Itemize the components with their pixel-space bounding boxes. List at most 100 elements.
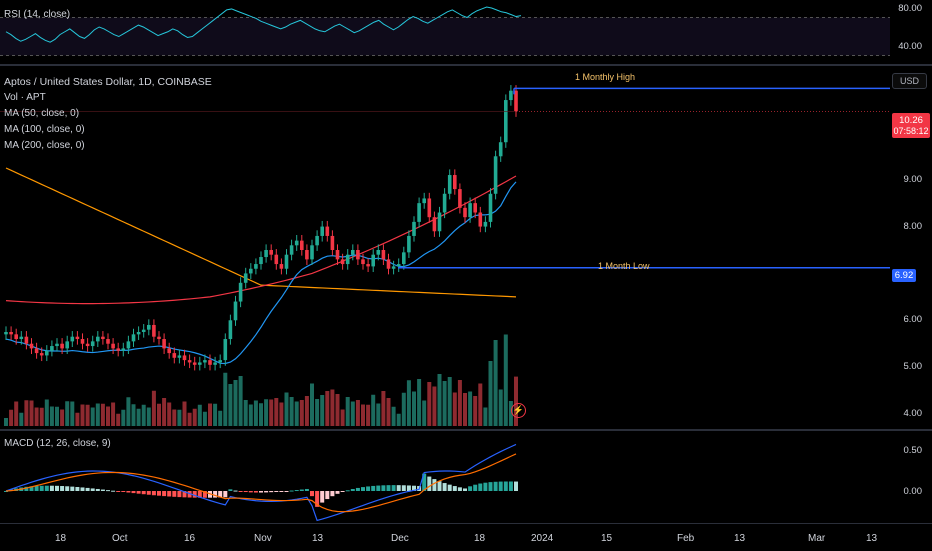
macd-histogram-bar xyxy=(172,491,177,497)
macd-histogram-bar xyxy=(75,487,80,491)
candle-body xyxy=(498,142,503,157)
volume-bar xyxy=(457,380,462,426)
pane-separator[interactable] xyxy=(0,429,932,431)
candle-body xyxy=(243,273,248,283)
volume-bar xyxy=(90,407,95,426)
rsi-axis[interactable]: 80.00 40.00 xyxy=(890,0,932,64)
macd-histogram-bar xyxy=(116,491,121,492)
price-pane[interactable]: Aptos / United States Dollar, 1D, COINBA… xyxy=(0,66,890,429)
macd-histogram-bar xyxy=(427,476,432,491)
macd-histogram-bar xyxy=(228,489,233,491)
volume-bar xyxy=(391,406,396,426)
x-label: Feb xyxy=(677,533,695,544)
candle-body xyxy=(351,250,355,255)
volume-bar xyxy=(269,399,274,426)
macd-histogram-bar xyxy=(432,479,437,491)
volume-bar xyxy=(187,412,192,426)
month-low-tag: 6.92 xyxy=(892,269,916,282)
candle-body xyxy=(381,250,386,260)
macd-histogram-bar xyxy=(447,484,452,491)
volume-bar xyxy=(197,404,202,426)
volume-bar xyxy=(70,401,75,426)
x-label: 13 xyxy=(734,533,746,544)
macd-pane[interactable]: MACD (12, 26, close, 9) xyxy=(0,431,890,523)
x-label: 13 xyxy=(312,533,324,544)
price-tick-6: 6.00 xyxy=(903,314,923,325)
macd-histogram-bar xyxy=(90,488,95,491)
macd-histogram-bar xyxy=(315,491,320,507)
price-axis[interactable]: USD 10.26 07:58:12 6.92 9.00 8.00 6.00 5… xyxy=(890,66,932,429)
macd-histogram-bar xyxy=(49,485,54,491)
candle-body xyxy=(167,348,171,354)
x-label: Oct xyxy=(112,533,128,544)
candle-body xyxy=(453,175,457,190)
price-tick-9: 9.00 xyxy=(903,174,923,185)
candle-body xyxy=(19,336,24,340)
volume-bar xyxy=(508,401,513,426)
monthly-high-label: 1 Monthly High xyxy=(575,72,636,82)
macd-histogram-bar xyxy=(223,491,228,498)
flash-icon[interactable]: ⚡ xyxy=(511,403,526,418)
pane-separator[interactable] xyxy=(0,64,932,66)
rsi-tick-80: 80.00 xyxy=(898,3,922,14)
candle-body xyxy=(483,221,488,227)
macd-histogram-bar xyxy=(473,484,478,491)
volume-bar xyxy=(417,379,422,426)
candle-body xyxy=(192,362,197,365)
macd-histogram-bar xyxy=(396,485,401,491)
volume-bar xyxy=(202,411,207,426)
ma100-line xyxy=(5,175,517,305)
volume-bar xyxy=(274,398,279,426)
macd-histogram-bar xyxy=(106,490,110,492)
volume-bar xyxy=(442,381,447,426)
volume-bar xyxy=(95,403,100,426)
candle-body xyxy=(468,203,472,218)
macd-histogram-bar xyxy=(100,489,105,491)
x-label: Dec xyxy=(391,533,409,544)
macd-histogram-bar xyxy=(126,491,131,493)
volume-bar xyxy=(279,402,284,426)
candle-body xyxy=(402,252,406,265)
rsi-pane[interactable]: RSI (14, close) xyxy=(0,0,890,64)
candle-body xyxy=(208,360,212,365)
candle-body xyxy=(340,259,345,265)
candle-body xyxy=(345,254,350,265)
macd-histogram-bar xyxy=(136,491,141,494)
volume-bar xyxy=(340,409,345,426)
symbol-title: Aptos / United States Dollar, 1D, COINBA… xyxy=(4,76,212,88)
macd-histogram-bar xyxy=(24,486,29,491)
macd-histogram-bar xyxy=(34,485,39,491)
macd-histogram-bar xyxy=(177,491,182,498)
macd-axis[interactable]: 0.50 0.00 xyxy=(890,431,932,523)
candle-body xyxy=(356,250,360,260)
candle-body xyxy=(259,257,263,265)
candle-body xyxy=(488,193,493,222)
candle-body xyxy=(330,235,335,250)
candle-body xyxy=(85,343,90,347)
volume-bar xyxy=(259,403,263,426)
macd-histogram-bar xyxy=(151,491,156,496)
macd-line xyxy=(5,443,517,522)
candle-body xyxy=(60,343,64,349)
time-axis[interactable]: 18 Oct 16 Nov 13 Dec 18 2024 15 Feb 13 M… xyxy=(0,523,932,551)
candle-body xyxy=(509,90,513,101)
volume-label: Vol · APT xyxy=(4,92,46,103)
macd-histogram-bar xyxy=(463,488,467,491)
candle-body xyxy=(45,350,49,356)
macd-histogram-bar xyxy=(39,485,44,491)
macd-histogram-bar xyxy=(202,491,207,498)
macd-chart xyxy=(4,443,518,522)
candle-body xyxy=(371,254,375,267)
macd-histogram-bar xyxy=(95,488,100,491)
macd-histogram-bar xyxy=(371,485,376,491)
volume-bar xyxy=(345,397,350,426)
candle-body xyxy=(504,100,508,143)
currency-button[interactable]: USD xyxy=(892,73,928,89)
macd-histogram-bar xyxy=(289,490,294,492)
volume-bar xyxy=(218,410,223,426)
volume-bar xyxy=(412,391,416,426)
candle-body xyxy=(422,198,426,204)
macd-histogram-bar xyxy=(29,486,34,491)
macd-histogram-bar xyxy=(483,482,488,491)
volume-bar xyxy=(304,396,309,426)
